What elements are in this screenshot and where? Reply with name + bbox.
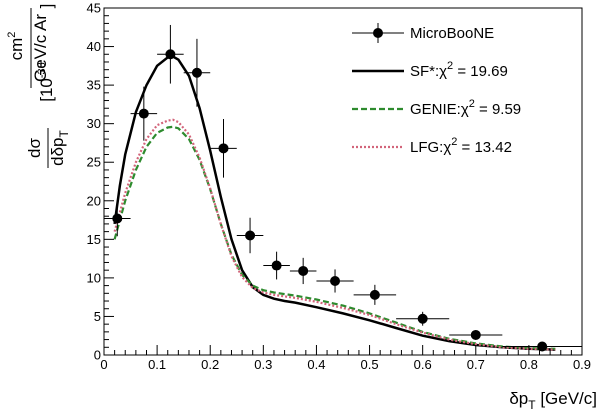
x-tick-label: 0.6 [414,357,432,372]
legend-entry-genie: GENIE:χ2 = 9.59 [352,98,521,118]
data-marker [165,49,176,60]
data-point [449,329,503,340]
data-point [157,24,184,84]
y-title-unit-numerator: cm2 [6,32,26,61]
x-tick-label: 0.7 [467,357,485,372]
y-title-numerator: dσ [25,138,44,158]
y-tick-label: 10 [87,270,101,285]
data-point [396,311,450,326]
model-curves [113,55,556,351]
data-marker [245,230,256,241]
x-tick-label: 0.8 [520,357,538,372]
legend-entry-microboone: MicroBooNE [352,23,494,43]
y-tick-label: 30 [87,116,101,131]
y-title-unit-denominator: GeV/c Ar [31,14,50,82]
y-axis-title: dσ dδpT [10-38 cm2 GeV/c Ar ] [6,4,71,168]
y-title-close-bracket: ] [37,4,56,9]
data-marker [470,329,481,340]
data-marker [537,341,548,352]
x-tick-label: 0.2 [201,357,219,372]
y-tick-label: 25 [87,155,101,170]
legend-swatch-marker [373,28,383,38]
legend-label: LFG:χ2 = 13.42 [410,136,512,156]
data-point [502,341,582,352]
data-marker [330,275,341,286]
data-marker [218,143,229,154]
y-tick-label: 5 [94,309,101,324]
x-tick-label: 0.3 [254,357,272,372]
data-marker [298,265,309,276]
x-axis-ticks: 0 0.1 0.2 0.3 0.4 0.5 0.6 0.7 0.8 0.9 [100,345,591,372]
legend-label: SF*:χ2 = 19.69 [410,60,508,80]
data-point [130,86,158,141]
x-tick-label: 0.1 [148,357,166,372]
plot-frame [103,7,583,356]
series-line-lfg [113,118,556,351]
data-points [104,24,582,352]
legend-entry-sf: SF*:χ2 = 19.69 [352,60,508,80]
y-tick-label: 20 [87,193,101,208]
x-axis-title: δpT [GeV/c] [509,389,597,412]
y-title-factor: [10-38 [36,62,56,102]
data-point [183,38,211,107]
y-axis-ticks: 0 5 10 15 20 25 30 35 40 45 [87,1,114,363]
legend-label: GENIE:χ2 = 9.59 [410,98,521,118]
y-tick-label: 35 [87,78,101,93]
data-point [289,257,317,285]
data-point [353,284,397,305]
data-marker [417,313,428,324]
data-marker [369,289,380,300]
x-tick-label: 0.9 [573,357,591,372]
x-tick-label: 0.5 [361,357,379,372]
legend-entry-lfg: LFG:χ2 = 13.42 [352,136,512,156]
y-tick-label: 0 [94,348,101,363]
y-tick-label: 45 [87,1,101,16]
y-title-denominator: dδpT [48,129,71,165]
y-tick-label: 15 [87,232,101,247]
data-point [236,217,264,254]
legend: MicroBooNE SF*:χ2 = 19.69 GENIE:χ2 = 9.59 L… [352,23,521,156]
data-marker [191,67,202,78]
y-tick-label: 40 [87,39,101,54]
data-point [104,200,131,237]
series-line-genie [113,125,556,350]
data-marker [112,213,123,224]
data-marker [271,260,282,271]
x-tick-label: 0 [100,357,107,372]
data-point [316,269,354,293]
data-marker [138,108,149,119]
legend-label: MicroBooNE [410,25,494,42]
data-point [263,251,290,280]
data-point [210,119,237,178]
x-tick-label: 0.4 [307,357,325,372]
